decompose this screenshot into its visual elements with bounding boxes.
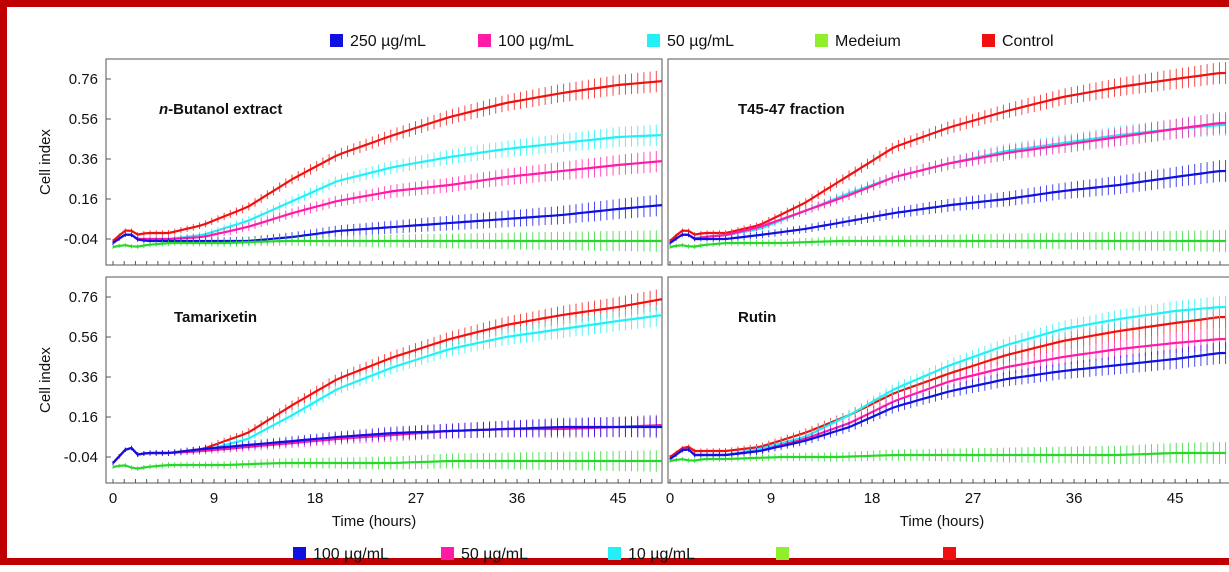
y-axis-title: Cell index	[37, 129, 54, 195]
legend-swatch	[815, 34, 828, 47]
series-line	[112, 80, 662, 242]
plot-frame	[105, 276, 663, 484]
x-axis-title: Time (hours)	[332, 513, 416, 530]
series-line	[112, 239, 662, 249]
chart-panel-4: 0 9 18 27 36 45 Time (hours) Rutin	[666, 276, 1229, 530]
legend-label: Control	[1002, 33, 1054, 50]
x-tick-label: 9	[210, 490, 218, 507]
legend-label: 50 µg/mL	[667, 33, 734, 50]
y-tick-label: 0.76	[69, 71, 98, 88]
y-tick-label: 0.56	[69, 111, 98, 128]
y-tick-label: 0.36	[69, 151, 98, 168]
series-4	[669, 342, 1227, 461]
x-tick-label: 27	[965, 490, 982, 507]
plot-frame	[667, 276, 1229, 484]
legend-label: Medeium	[835, 33, 901, 50]
series-line	[669, 169, 1226, 244]
panel-title: Rutin	[738, 309, 776, 326]
x-tick-label: 45	[610, 490, 627, 507]
legend-swatch	[330, 34, 343, 47]
panel-title-text: Tamarixetin	[174, 309, 257, 326]
series-4	[669, 160, 1227, 245]
series-line	[669, 239, 1226, 249]
panel-title: n-Butanol extract	[159, 101, 282, 118]
x-tick-label: 18	[307, 490, 324, 507]
figure-svg: 250 µg/mL 100 µg/mL 50 µg/mL Medeium Control…	[37, 33, 1229, 563]
legend-swatch	[982, 34, 995, 47]
x-tick-label: 9	[767, 490, 775, 507]
panel-title: T45-47 fraction	[738, 101, 845, 118]
panel-title-text: Rutin	[738, 309, 776, 326]
series-5	[112, 230, 662, 252]
plot-frame	[667, 58, 1229, 266]
series-group	[669, 62, 1227, 252]
y-tick-label: -0.04	[64, 231, 98, 248]
series-1	[112, 70, 662, 243]
panel-title: Tamarixetin	[174, 309, 257, 326]
series-line	[669, 121, 1226, 244]
x-tick-label: 0	[109, 490, 117, 507]
series-line	[669, 337, 1226, 460]
legend-label: 10 µg/mL	[628, 546, 695, 563]
chart-panel-1: 0.76 0.56 0.36 0.16 -0.04 Cell index n-Butanol…	[37, 58, 663, 266]
legend-swatch	[943, 547, 956, 560]
legend-swatch	[647, 34, 660, 47]
y-tick-label: 0.16	[69, 191, 98, 208]
series-4	[112, 416, 662, 465]
series-group	[669, 296, 1227, 465]
x-tick-label: 45	[1167, 490, 1184, 507]
series-5	[669, 442, 1227, 465]
legend-swatch	[608, 547, 621, 560]
series-line	[669, 351, 1226, 460]
legend-swatch	[293, 547, 306, 560]
legend-label: 100 µg/mL	[498, 33, 574, 50]
y-tick-label: 0.56	[69, 329, 98, 346]
series-1	[669, 62, 1227, 243]
series-group	[112, 288, 662, 472]
y-tick-label: 0.16	[69, 409, 98, 426]
y-tick-label: 0.76	[69, 289, 98, 306]
legend-swatch	[478, 34, 491, 47]
x-axis-title: Time (hours)	[900, 513, 984, 530]
legend-label: 100 µg/mL	[313, 546, 389, 563]
series-line	[112, 160, 662, 244]
series-5	[669, 230, 1227, 252]
legend-label: 250 µg/mL	[350, 33, 426, 50]
y-tick-label: 0.36	[69, 369, 98, 386]
x-tick-label: 18	[864, 490, 881, 507]
y-tick-label: -0.04	[64, 449, 98, 466]
series-line	[112, 459, 662, 470]
series-line	[112, 425, 662, 464]
series-5	[112, 450, 662, 472]
x-tick-label: 0	[666, 490, 674, 507]
series-line	[669, 451, 1226, 463]
legend-label: 50 µg/mL	[461, 546, 528, 563]
chart-panel-2: T45-47 fraction	[667, 58, 1229, 266]
series-line	[669, 71, 1226, 242]
x-tick-label: 27	[408, 490, 425, 507]
series-3	[669, 112, 1227, 245]
x-tick-label: 36	[1066, 490, 1083, 507]
series-group	[112, 70, 662, 252]
panel-title-text: T45-47 fraction	[738, 101, 845, 118]
chart-panel-3: 0.76 0.56 0.36 0.16 -0.04 0 9 18 27 36 45 Cell inde…	[37, 276, 663, 530]
panel-title-prefix: n	[159, 101, 168, 118]
y-axis-title: Cell index	[37, 347, 54, 413]
series-line	[669, 123, 1226, 244]
x-tick-label: 36	[509, 490, 526, 507]
panel-title-text: -Butanol extract	[168, 101, 282, 118]
legend-swatch	[776, 547, 789, 560]
legend-swatch	[441, 547, 454, 560]
